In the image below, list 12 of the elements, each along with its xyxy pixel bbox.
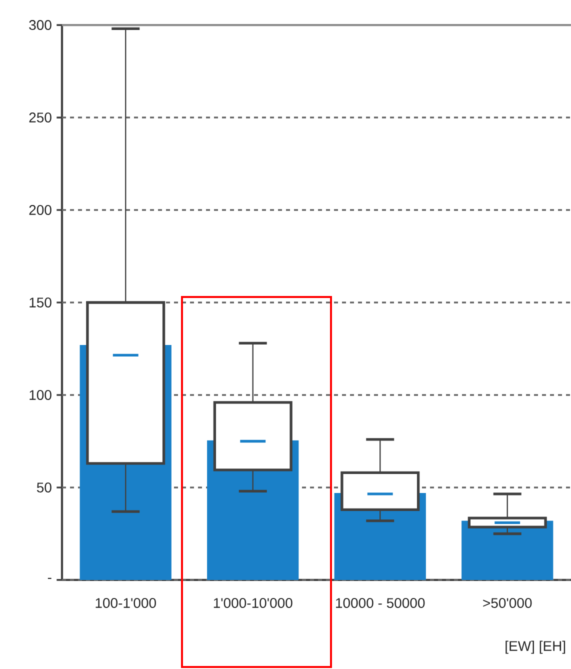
y-tick-label: 50 (36, 482, 52, 492)
y-tick-label: 100 (30, 390, 52, 400)
y-tick-label: - (48, 578, 52, 579)
y-tick-label: 300 (29, 20, 52, 30)
y-tick-label: 150 (30, 298, 52, 308)
x-tick-label: >50'000 (483, 598, 532, 608)
y-tick-label: 200 (29, 205, 52, 215)
x-axis-title: [EW] [EH] (506, 640, 566, 654)
x-tick-label: 10000 - 50000 (336, 598, 425, 608)
y-tick-label: 250 (29, 112, 52, 122)
x-tick-label: 100-1'000 (96, 598, 156, 608)
x-tick-label: 1'000-10'000 (214, 598, 292, 608)
